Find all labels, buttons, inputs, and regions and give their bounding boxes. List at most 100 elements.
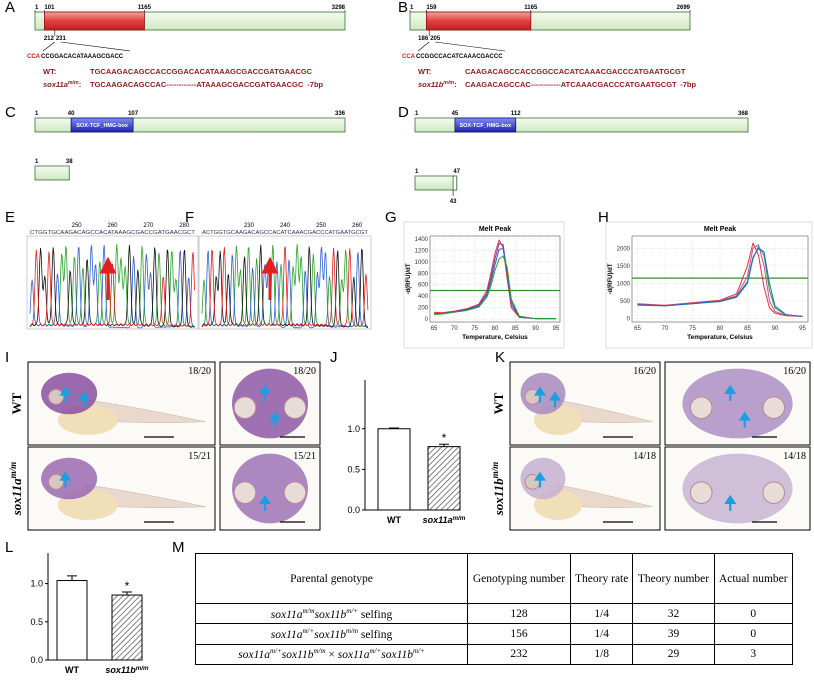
panel-label: J: [330, 349, 338, 366]
allele: m/m: [345, 627, 359, 636]
domain-label: SOX-TCF_HMG-box: [76, 123, 129, 129]
bar: [111, 594, 143, 661]
superscript: m/+: [303, 627, 315, 635]
y-tick-label: 2000: [617, 246, 631, 252]
mutant-sequence: TGCAAGACAGCCAC------------ATAAAGCGACCGAT…: [90, 80, 324, 89]
gene-name: sox11b: [314, 608, 347, 621]
marker-arrow: [258, 494, 272, 511]
superscript: m/m: [346, 627, 358, 635]
x-axis-label: Temperature, Celsius: [687, 334, 753, 341]
superscript: m/+: [370, 647, 382, 655]
y-tick-label: 0: [425, 317, 429, 323]
y-tick-label: 1.0: [347, 424, 360, 434]
y-tick-label: 1200: [415, 248, 429, 254]
gene-name: sox11a: [238, 649, 270, 662]
sequence: CAAGACAGCCAC------------ATCAAACGACCCATGA…: [465, 80, 677, 89]
position-label: 1165: [138, 5, 152, 11]
gene-name: sox11b: [381, 649, 413, 662]
panel-label: L: [5, 539, 13, 556]
x-tick-label: 80: [717, 326, 724, 332]
trace: [201, 246, 369, 328]
marker-arrow: [533, 471, 547, 488]
y-tick-label: 0.5: [347, 464, 360, 474]
x-tick-label: WT: [387, 515, 401, 525]
base-calls: ACTGGTGCAAGACAGCCACATCAAACGACCCATGAATGCG…: [202, 230, 369, 236]
y-tick-label: 200: [418, 306, 429, 312]
site-label: 186: [418, 36, 429, 42]
trace: [29, 244, 195, 328]
allele: m/+: [346, 606, 359, 615]
value-cell: 3: [713, 643, 794, 666]
y-tick-label: 0: [627, 316, 631, 322]
eye: [48, 473, 65, 490]
allele: m/+: [270, 647, 282, 656]
gene-name: sox11a: [423, 515, 453, 525]
superscript: m/m: [490, 462, 500, 479]
position-label: 1: [35, 5, 39, 11]
x-tick-label: 65: [431, 326, 438, 332]
position-label: 40: [68, 111, 75, 117]
position-label: 1: [35, 159, 39, 165]
x-tick-label: 70: [451, 326, 458, 332]
marker-arrow: [548, 391, 562, 408]
header-row: Parental genotype Genotyping number Theory…: [195, 553, 794, 604]
suffix: :: [79, 80, 82, 89]
frameshift-region: [452, 175, 458, 191]
position-label: 159: [426, 5, 437, 11]
gene-name: sox11b: [281, 649, 314, 662]
chart-title: Melt Peak: [479, 226, 511, 233]
position-label: 38: [66, 159, 73, 165]
count: 18/20: [188, 366, 211, 377]
panel-label: M: [172, 539, 185, 556]
y-tick-label: 0.5: [30, 617, 43, 627]
genotype-cell: sox11am/+sox11bm/m selfing: [195, 623, 468, 645]
superscript: m/m: [8, 462, 18, 479]
gene-name: sox11b: [418, 80, 444, 89]
x-axis-label: Temperature, Celsius: [462, 334, 528, 341]
marker-arrow: [78, 391, 91, 408]
header-cell: Theory number: [632, 553, 715, 604]
gene-name: sox11a: [337, 649, 370, 662]
superscript: m/+: [346, 607, 358, 615]
text: selfing: [358, 608, 393, 621]
panel-label: D: [398, 104, 409, 121]
marker-arrow: [59, 386, 72, 403]
trace: [201, 244, 369, 329]
eye: [283, 396, 307, 419]
mutation-arrow: [261, 256, 279, 300]
allele: m/m: [313, 647, 326, 656]
gene-name: sox11a: [43, 80, 68, 89]
head-dorsal: [682, 368, 793, 439]
truncated-protein: [414, 175, 458, 191]
x-tick-label: 85: [512, 326, 519, 332]
mutant-sequence: CAAGACAGCCAC------------ATCAAACGACCCATGA…: [465, 80, 696, 89]
value-cell: 0: [713, 623, 794, 645]
eye: [233, 481, 257, 504]
x-tick-label: 75: [689, 326, 696, 332]
marker-arrow: [533, 386, 547, 403]
wt-label: WT:: [418, 67, 431, 76]
panel-label: F: [185, 209, 194, 226]
position-label: 3298: [332, 5, 346, 11]
bar: [377, 428, 411, 511]
row-label: WT: [9, 392, 24, 414]
error-bar: [389, 427, 399, 429]
position-label: 1165: [524, 5, 538, 11]
panel-label: E: [5, 209, 15, 226]
value-cell: 39: [632, 623, 715, 645]
y-tick-label: 1000: [617, 281, 631, 287]
header-cell: Parental genotype: [195, 553, 468, 604]
gene-name: sox11a: [9, 478, 24, 516]
site-label: 205: [430, 36, 441, 42]
eye: [762, 481, 786, 504]
y-tick-label: 0.0: [347, 505, 360, 515]
panel-label: B: [398, 0, 408, 16]
y-axis-label: -d(RFU)/dT: [406, 263, 412, 294]
position-label: 1: [410, 5, 414, 11]
base-position: 270: [143, 223, 154, 229]
position-label: 1: [35, 111, 39, 117]
text: WT: [9, 392, 24, 414]
target-sequence: CCGGCCACATCAAACGACCC: [416, 54, 503, 60]
panel-label: G: [385, 209, 397, 226]
deletion-note: -7bp: [307, 80, 323, 89]
